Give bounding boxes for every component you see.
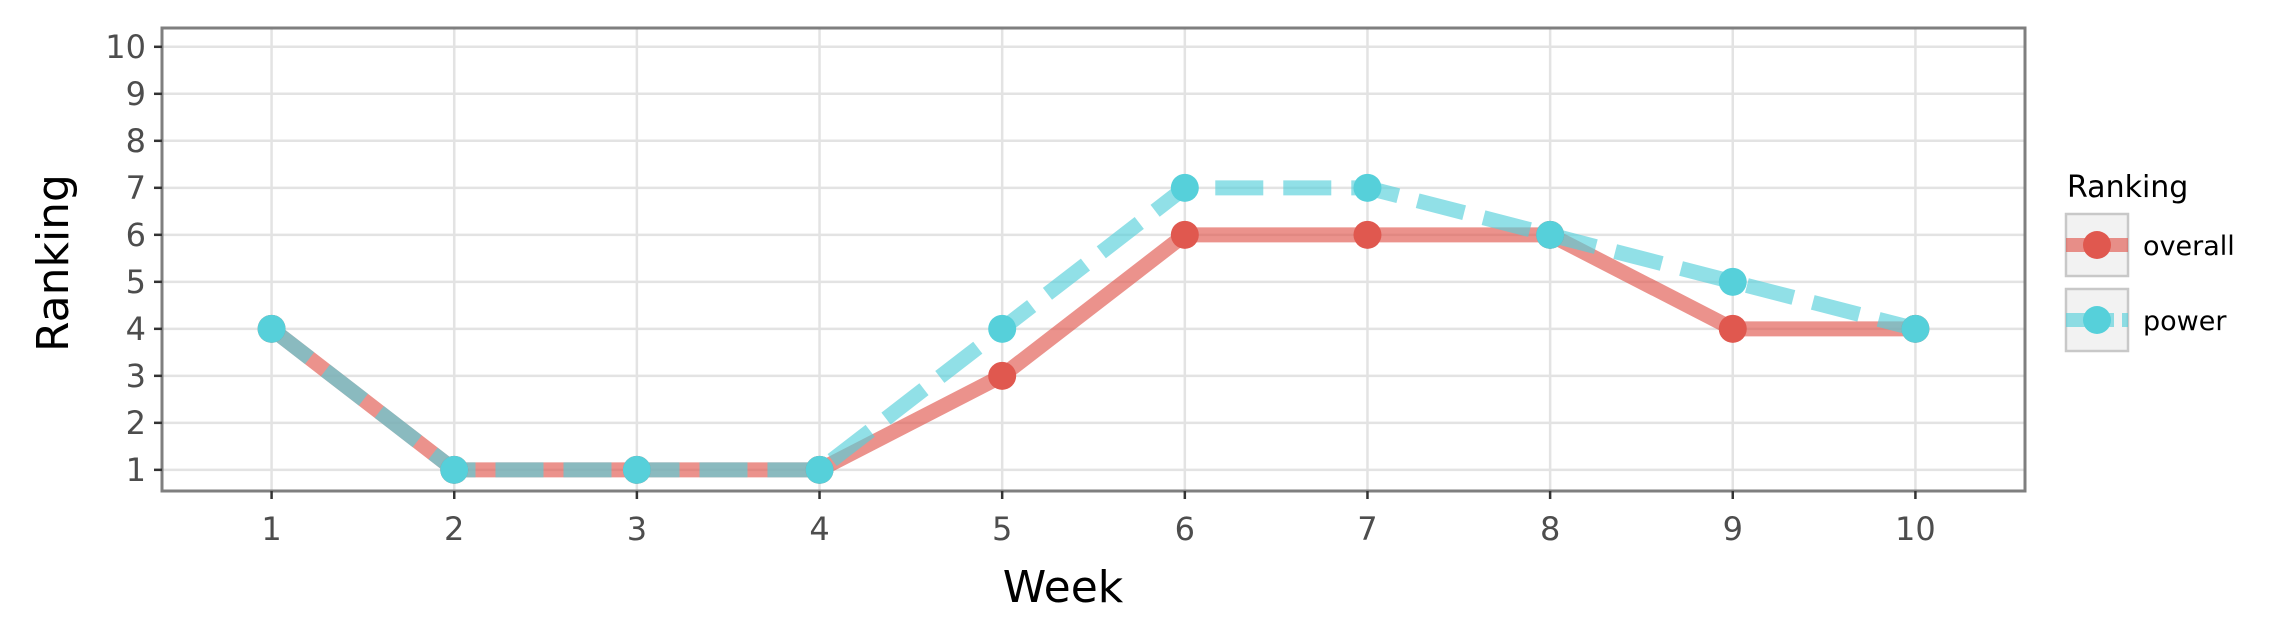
x-tick-label: 2 xyxy=(444,510,464,548)
y-tick-label: 4 xyxy=(126,310,146,348)
y-tick-label: 8 xyxy=(126,122,146,160)
legend-label-power: power xyxy=(2143,306,2227,337)
data-point-power xyxy=(257,314,286,343)
plot-background xyxy=(162,28,2025,491)
x-tick-label: 10 xyxy=(1895,510,1936,548)
x-tick-label: 9 xyxy=(1723,510,1743,548)
y-axis-title: Ranking xyxy=(28,174,79,352)
series-line-overall xyxy=(267,227,1916,478)
data-point-power xyxy=(1901,314,1930,343)
x-tick-label: 5 xyxy=(992,510,1012,548)
plot-border xyxy=(160,26,2027,493)
data-point-power xyxy=(622,455,651,484)
data-point-power xyxy=(440,455,469,484)
y-axis-ticks: 1 2 3 4 5 6 7 8 9 10 xyxy=(105,28,162,489)
data-point-power xyxy=(1353,173,1382,202)
y-tick-label: 2 xyxy=(126,404,146,442)
data-point-overall xyxy=(1353,220,1382,249)
y-tick-label: 5 xyxy=(126,263,146,301)
x-axis-ticks: 1 2 3 4 5 6 7 8 9 10 xyxy=(261,491,1936,548)
legend-marker-overall xyxy=(2083,231,2111,259)
plot-area xyxy=(162,28,2025,491)
series-line-power xyxy=(267,180,1918,478)
x-tick-label: 7 xyxy=(1357,510,1377,548)
x-tick-label: 1 xyxy=(261,510,281,548)
x-tick-label: 3 xyxy=(627,510,647,548)
data-point-power xyxy=(988,314,1017,343)
legend: Ranking overall power xyxy=(2064,170,2235,353)
y-tick-label: 10 xyxy=(105,28,146,66)
legend-label-overall: overall xyxy=(2143,231,2235,262)
data-point-overall xyxy=(1718,314,1747,343)
x-tick-label: 8 xyxy=(1540,510,1560,548)
y-tick-label: 6 xyxy=(126,216,146,254)
data-point-power xyxy=(1536,220,1565,249)
series-points xyxy=(257,173,1930,484)
x-tick-label: 6 xyxy=(1175,510,1195,548)
y-tick-label: 7 xyxy=(126,169,146,207)
data-point-power xyxy=(1170,173,1199,202)
y-tick-label: 9 xyxy=(126,75,146,113)
y-tick-label: 1 xyxy=(126,451,146,489)
data-point-overall xyxy=(988,361,1017,390)
x-axis-title: Week xyxy=(1003,562,1124,613)
x-tick-label: 4 xyxy=(809,510,829,548)
y-tick-label: 3 xyxy=(126,357,146,395)
legend-title: Ranking xyxy=(2067,170,2188,205)
data-point-power xyxy=(805,455,834,484)
series-lines xyxy=(267,180,1918,478)
data-point-overall xyxy=(1170,220,1199,249)
data-point-power xyxy=(1718,267,1747,296)
legend-marker-power xyxy=(2083,306,2111,334)
